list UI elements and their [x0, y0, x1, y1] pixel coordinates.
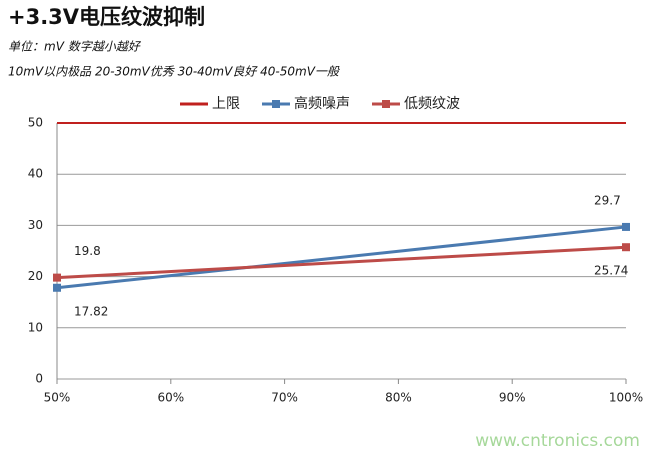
y-tick-label: 50 — [28, 116, 43, 130]
x-tick-label: 100% — [609, 391, 643, 405]
legend-marker — [272, 100, 280, 108]
data-label: 29.7 — [594, 193, 621, 207]
legend-label: 高频噪声 — [294, 95, 350, 112]
x-tick-label: 80% — [385, 391, 412, 405]
marker — [622, 243, 630, 252]
y-tick-label: 20 — [28, 269, 43, 283]
series-line — [56, 225, 627, 290]
data-label: 25.74 — [594, 264, 628, 278]
y-tick-label: 40 — [28, 167, 43, 181]
series-line — [56, 245, 627, 280]
chart-title: +3.3V电压纹波抑制 — [8, 5, 205, 29]
data-label: 17.82 — [74, 304, 108, 318]
subtitle: 10mV以内极品 20-30mV优秀 30-40mV良好 40-50mV一般 — [8, 65, 341, 79]
legend-marker — [382, 100, 390, 108]
subtitle: 单位：mV 数字越小越好 — [8, 40, 142, 54]
legend-label: 上限 — [212, 96, 240, 112]
x-tick-label: 70% — [271, 391, 298, 405]
watermark: www.cntronics.com — [475, 431, 640, 451]
y-tick-label: 10 — [28, 320, 43, 334]
data-label: 19.8 — [74, 244, 101, 258]
x-tick-label: 50% — [44, 391, 71, 405]
y-tick-label: 30 — [28, 218, 43, 232]
legend-label: 低频纹波 — [404, 96, 460, 112]
marker — [622, 222, 630, 231]
marker — [53, 283, 61, 292]
x-tick-label: 90% — [499, 391, 526, 405]
y-tick-label: 0 — [35, 372, 43, 386]
x-tick-label: 60% — [157, 391, 184, 405]
marker — [53, 273, 61, 282]
